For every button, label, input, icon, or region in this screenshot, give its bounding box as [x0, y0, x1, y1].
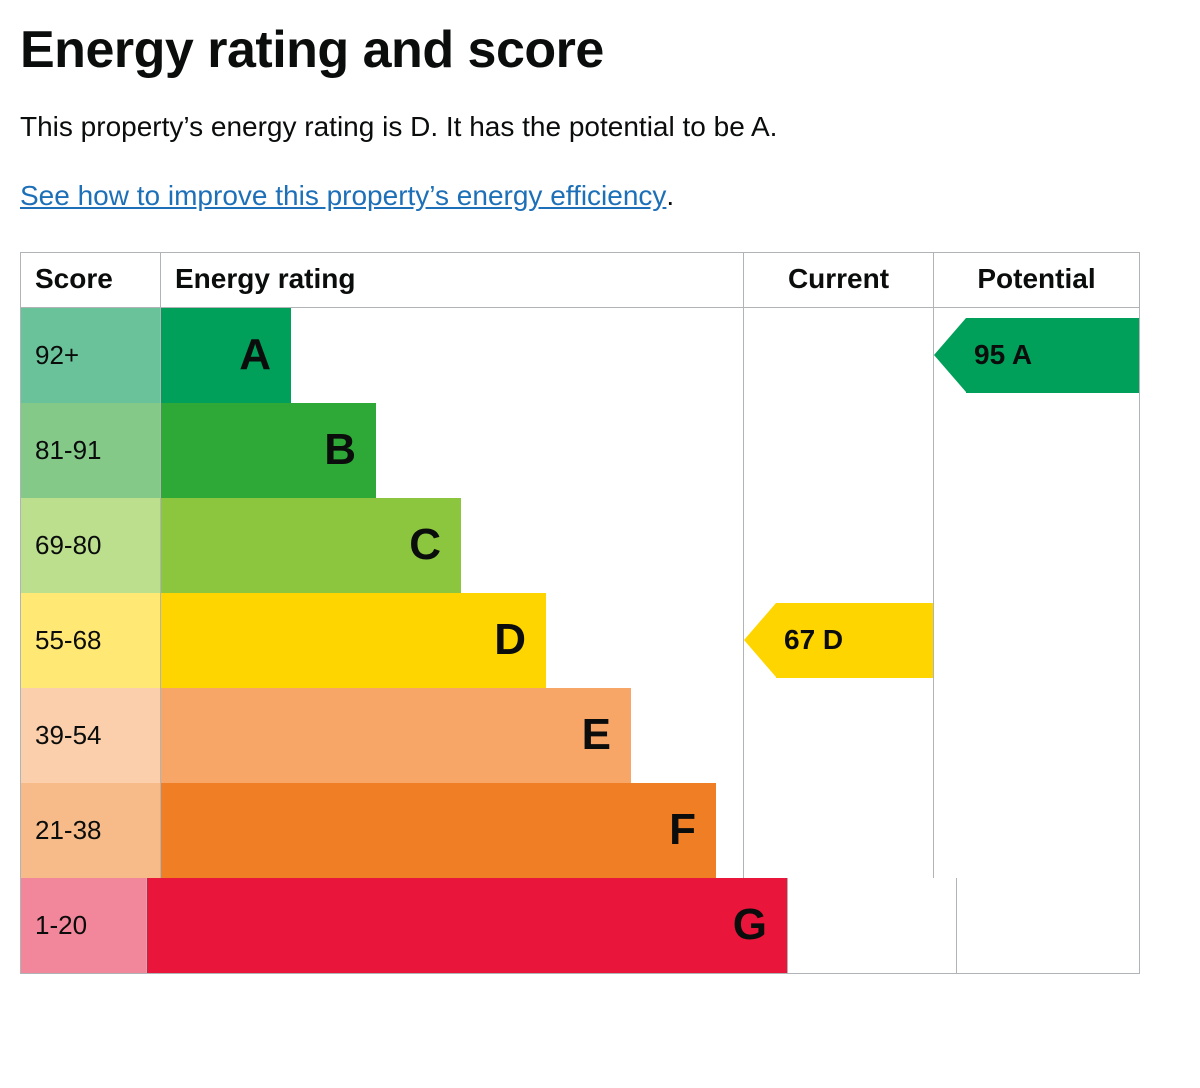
chart-header-row: Score Energy rating Current Potential	[21, 253, 1139, 308]
rating-row-D: 55-68D 67 D	[21, 593, 1139, 688]
improve-efficiency-link[interactable]: See how to improve this property’s energ…	[20, 180, 666, 212]
col-header-potential: Potential	[934, 253, 1139, 307]
potential-cell-E	[934, 688, 1139, 783]
potential-cell-C	[934, 498, 1139, 593]
rating-row-E: 39-54E	[21, 688, 1139, 783]
current-marker: 67 D	[744, 603, 933, 678]
current-cell-F	[744, 783, 934, 878]
col-header-rating: Energy rating	[161, 253, 744, 307]
col-header-current: Current	[744, 253, 934, 307]
potential-marker-label: 95 A	[966, 318, 1139, 393]
current-marker-label: 67 D	[776, 603, 933, 678]
rating-bar-E: E	[161, 688, 631, 783]
score-range-B: 81-91	[21, 403, 161, 498]
bar-cell-G: G	[147, 878, 788, 973]
potential-cell-A: 95 A	[934, 308, 1139, 403]
rating-bar-A: A	[161, 308, 291, 403]
bar-cell-F: F	[161, 783, 744, 878]
bar-cell-D: D	[161, 593, 744, 688]
rating-row-A: 92+A 95 A	[21, 308, 1139, 403]
rating-bar-F: F	[161, 783, 716, 878]
intro-text: This property’s energy rating is D. It h…	[20, 108, 1180, 146]
potential-cell-D	[934, 593, 1139, 688]
current-cell-A	[744, 308, 934, 403]
bar-cell-B: B	[161, 403, 744, 498]
current-cell-B	[744, 403, 934, 498]
rating-row-F: 21-38F	[21, 783, 1139, 878]
chart-body: 92+A 95 A 81-91B69-80C55-68D 67 D 39-54E21-3…	[21, 308, 1139, 973]
col-header-score: Score	[21, 253, 161, 307]
score-range-E: 39-54	[21, 688, 161, 783]
potential-cell-G	[957, 878, 1139, 973]
rating-bar-B: B	[161, 403, 376, 498]
rating-row-G: 1-20G	[21, 878, 1139, 973]
potential-cell-B	[934, 403, 1139, 498]
score-range-F: 21-38	[21, 783, 161, 878]
current-cell-E	[744, 688, 934, 783]
current-cell-G	[788, 878, 957, 973]
rating-bar-C: C	[161, 498, 461, 593]
current-cell-C	[744, 498, 934, 593]
energy-rating-chart: Score Energy rating Current Potential 92…	[20, 252, 1140, 974]
bar-cell-A: A	[161, 308, 744, 403]
bar-cell-E: E	[161, 688, 744, 783]
link-period: .	[666, 180, 674, 211]
current-marker-arrow-icon	[744, 603, 776, 677]
rating-row-C: 69-80C	[21, 498, 1139, 593]
rating-row-B: 81-91B	[21, 403, 1139, 498]
potential-cell-F	[934, 783, 1139, 878]
score-range-C: 69-80	[21, 498, 161, 593]
bar-cell-C: C	[161, 498, 744, 593]
score-range-G: 1-20	[21, 878, 147, 973]
rating-bar-D: D	[161, 593, 546, 688]
potential-marker-arrow-icon	[934, 318, 966, 392]
score-range-A: 92+	[21, 308, 161, 403]
score-range-D: 55-68	[21, 593, 161, 688]
current-cell-D: 67 D	[744, 593, 934, 688]
rating-bar-G: G	[147, 878, 787, 973]
page-title: Energy rating and score	[20, 20, 1180, 80]
potential-marker: 95 A	[934, 318, 1139, 393]
